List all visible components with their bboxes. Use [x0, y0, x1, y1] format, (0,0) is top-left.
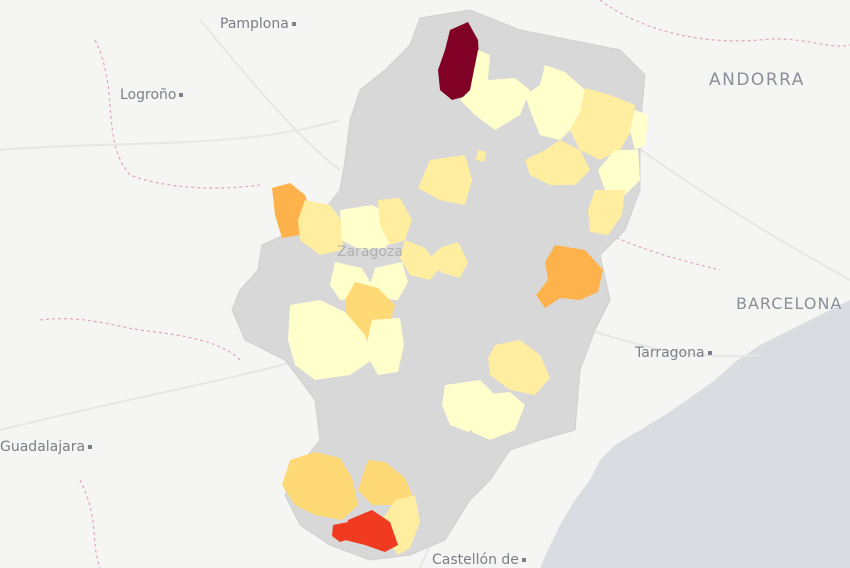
label-zaragoza: Zaragoza — [337, 244, 403, 260]
label-andorra: ANDORRA — [709, 70, 805, 90]
municipality[interactable] — [630, 110, 648, 150]
label-guadalajara: Guadalajara — [0, 439, 93, 455]
municipality[interactable] — [438, 22, 480, 100]
municipality[interactable] — [365, 318, 404, 375]
municipality[interactable] — [345, 510, 398, 552]
municipality[interactable] — [476, 150, 486, 162]
municipality[interactable] — [400, 240, 440, 280]
municipality[interactable] — [588, 190, 625, 235]
label-castellon: Castellón de — [432, 552, 526, 568]
municipality[interactable] — [525, 140, 590, 185]
municipality[interactable] — [460, 50, 530, 130]
municipality[interactable] — [488, 340, 550, 395]
roads — [0, 19, 850, 568]
municipality[interactable] — [598, 150, 640, 195]
municipality[interactable] — [570, 88, 635, 160]
municipality[interactable] — [298, 200, 345, 255]
municipality[interactable] — [536, 245, 603, 308]
municipality[interactable] — [378, 198, 412, 245]
municipality[interactable] — [430, 242, 468, 278]
label-logrono: Logroño — [120, 87, 184, 103]
mediterranean-sea — [540, 300, 850, 568]
label-barcelona: BARCELONA — [736, 294, 843, 313]
label-tarragona: Tarragona — [635, 345, 712, 361]
municipality[interactable] — [332, 522, 352, 542]
municipality[interactable] — [418, 155, 472, 205]
municipality[interactable] — [358, 460, 412, 505]
label-pamplona: Pamplona — [220, 16, 296, 32]
municipality[interactable] — [472, 392, 525, 440]
municipality[interactable] — [525, 65, 590, 140]
municipality[interactable] — [282, 452, 358, 520]
municipality[interactable] — [288, 300, 372, 380]
